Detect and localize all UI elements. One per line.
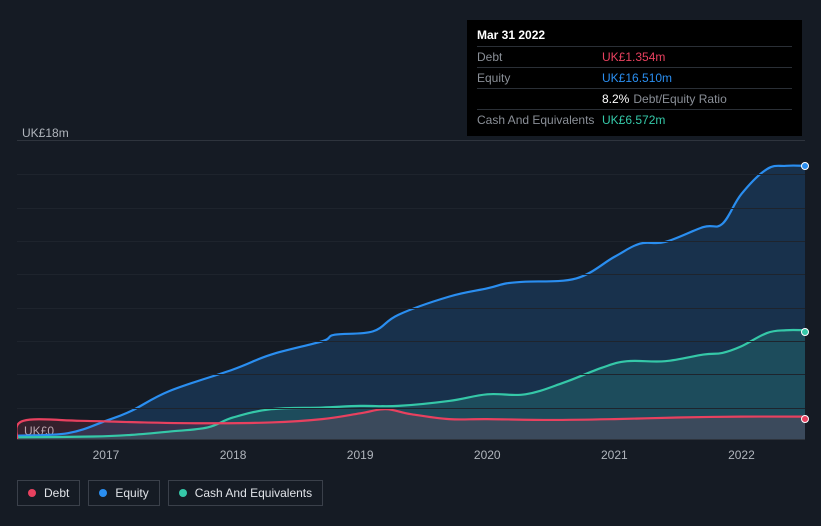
chart-tooltip: Mar 31 2022 DebtUK£1.354mEquityUK£16.510… (467, 20, 802, 136)
series-end-marker (801, 162, 809, 170)
tooltip-row: DebtUK£1.354m (477, 46, 792, 67)
tooltip-row-label (477, 92, 602, 106)
yaxis-top-label: UK£18m (22, 126, 69, 140)
chart-plot-area[interactable] (17, 140, 805, 440)
tooltip-row: 8.2% Debt/Equity Ratio (477, 88, 792, 109)
legend-item-cash-and-equivalents[interactable]: Cash And Equivalents (168, 480, 323, 506)
legend-item-debt[interactable]: Debt (17, 480, 80, 506)
tooltip-row-label: Cash And Equivalents (477, 113, 602, 127)
tooltip-row: EquityUK£16.510m (477, 67, 792, 88)
grid-line (17, 408, 805, 409)
tooltip-row-value: UK£1.354m (602, 50, 665, 64)
tooltip-row-value: 8.2% (602, 92, 629, 106)
tooltip-row-value: UK£6.572m (602, 113, 665, 127)
grid-line (17, 341, 805, 342)
grid-line (17, 308, 805, 309)
xaxis-tick-label: 2022 (728, 448, 755, 462)
grid-line (17, 208, 805, 209)
legend-dot-icon (99, 489, 107, 497)
grid-line (17, 274, 805, 275)
grid-line (17, 241, 805, 242)
series-end-marker (801, 415, 809, 423)
legend-dot-icon (179, 489, 187, 497)
tooltip-row-value: UK£16.510m (602, 71, 672, 85)
legend-label: Cash And Equivalents (195, 486, 312, 500)
tooltip-row-label: Equity (477, 71, 602, 85)
tooltip-date: Mar 31 2022 (477, 26, 792, 46)
xaxis-tick-label: 2020 (474, 448, 501, 462)
chart-legend: Debt Equity Cash And Equivalents (17, 480, 323, 506)
xaxis-tick-label: 2021 (601, 448, 628, 462)
grid-line (17, 374, 805, 375)
xaxis-tick-label: 2019 (347, 448, 374, 462)
grid-line (17, 174, 805, 175)
legend-label: Equity (115, 486, 148, 500)
legend-dot-icon (28, 489, 36, 497)
xaxis-tick-label: 2017 (93, 448, 120, 462)
tooltip-row-suffix: Debt/Equity Ratio (633, 92, 726, 106)
tooltip-row: Cash And EquivalentsUK£6.572m (477, 109, 792, 130)
legend-label: Debt (44, 486, 69, 500)
tooltip-row-label: Debt (477, 50, 602, 64)
xaxis-tick-label: 2018 (220, 448, 247, 462)
legend-item-equity[interactable]: Equity (88, 480, 159, 506)
series-end-marker (801, 328, 809, 336)
